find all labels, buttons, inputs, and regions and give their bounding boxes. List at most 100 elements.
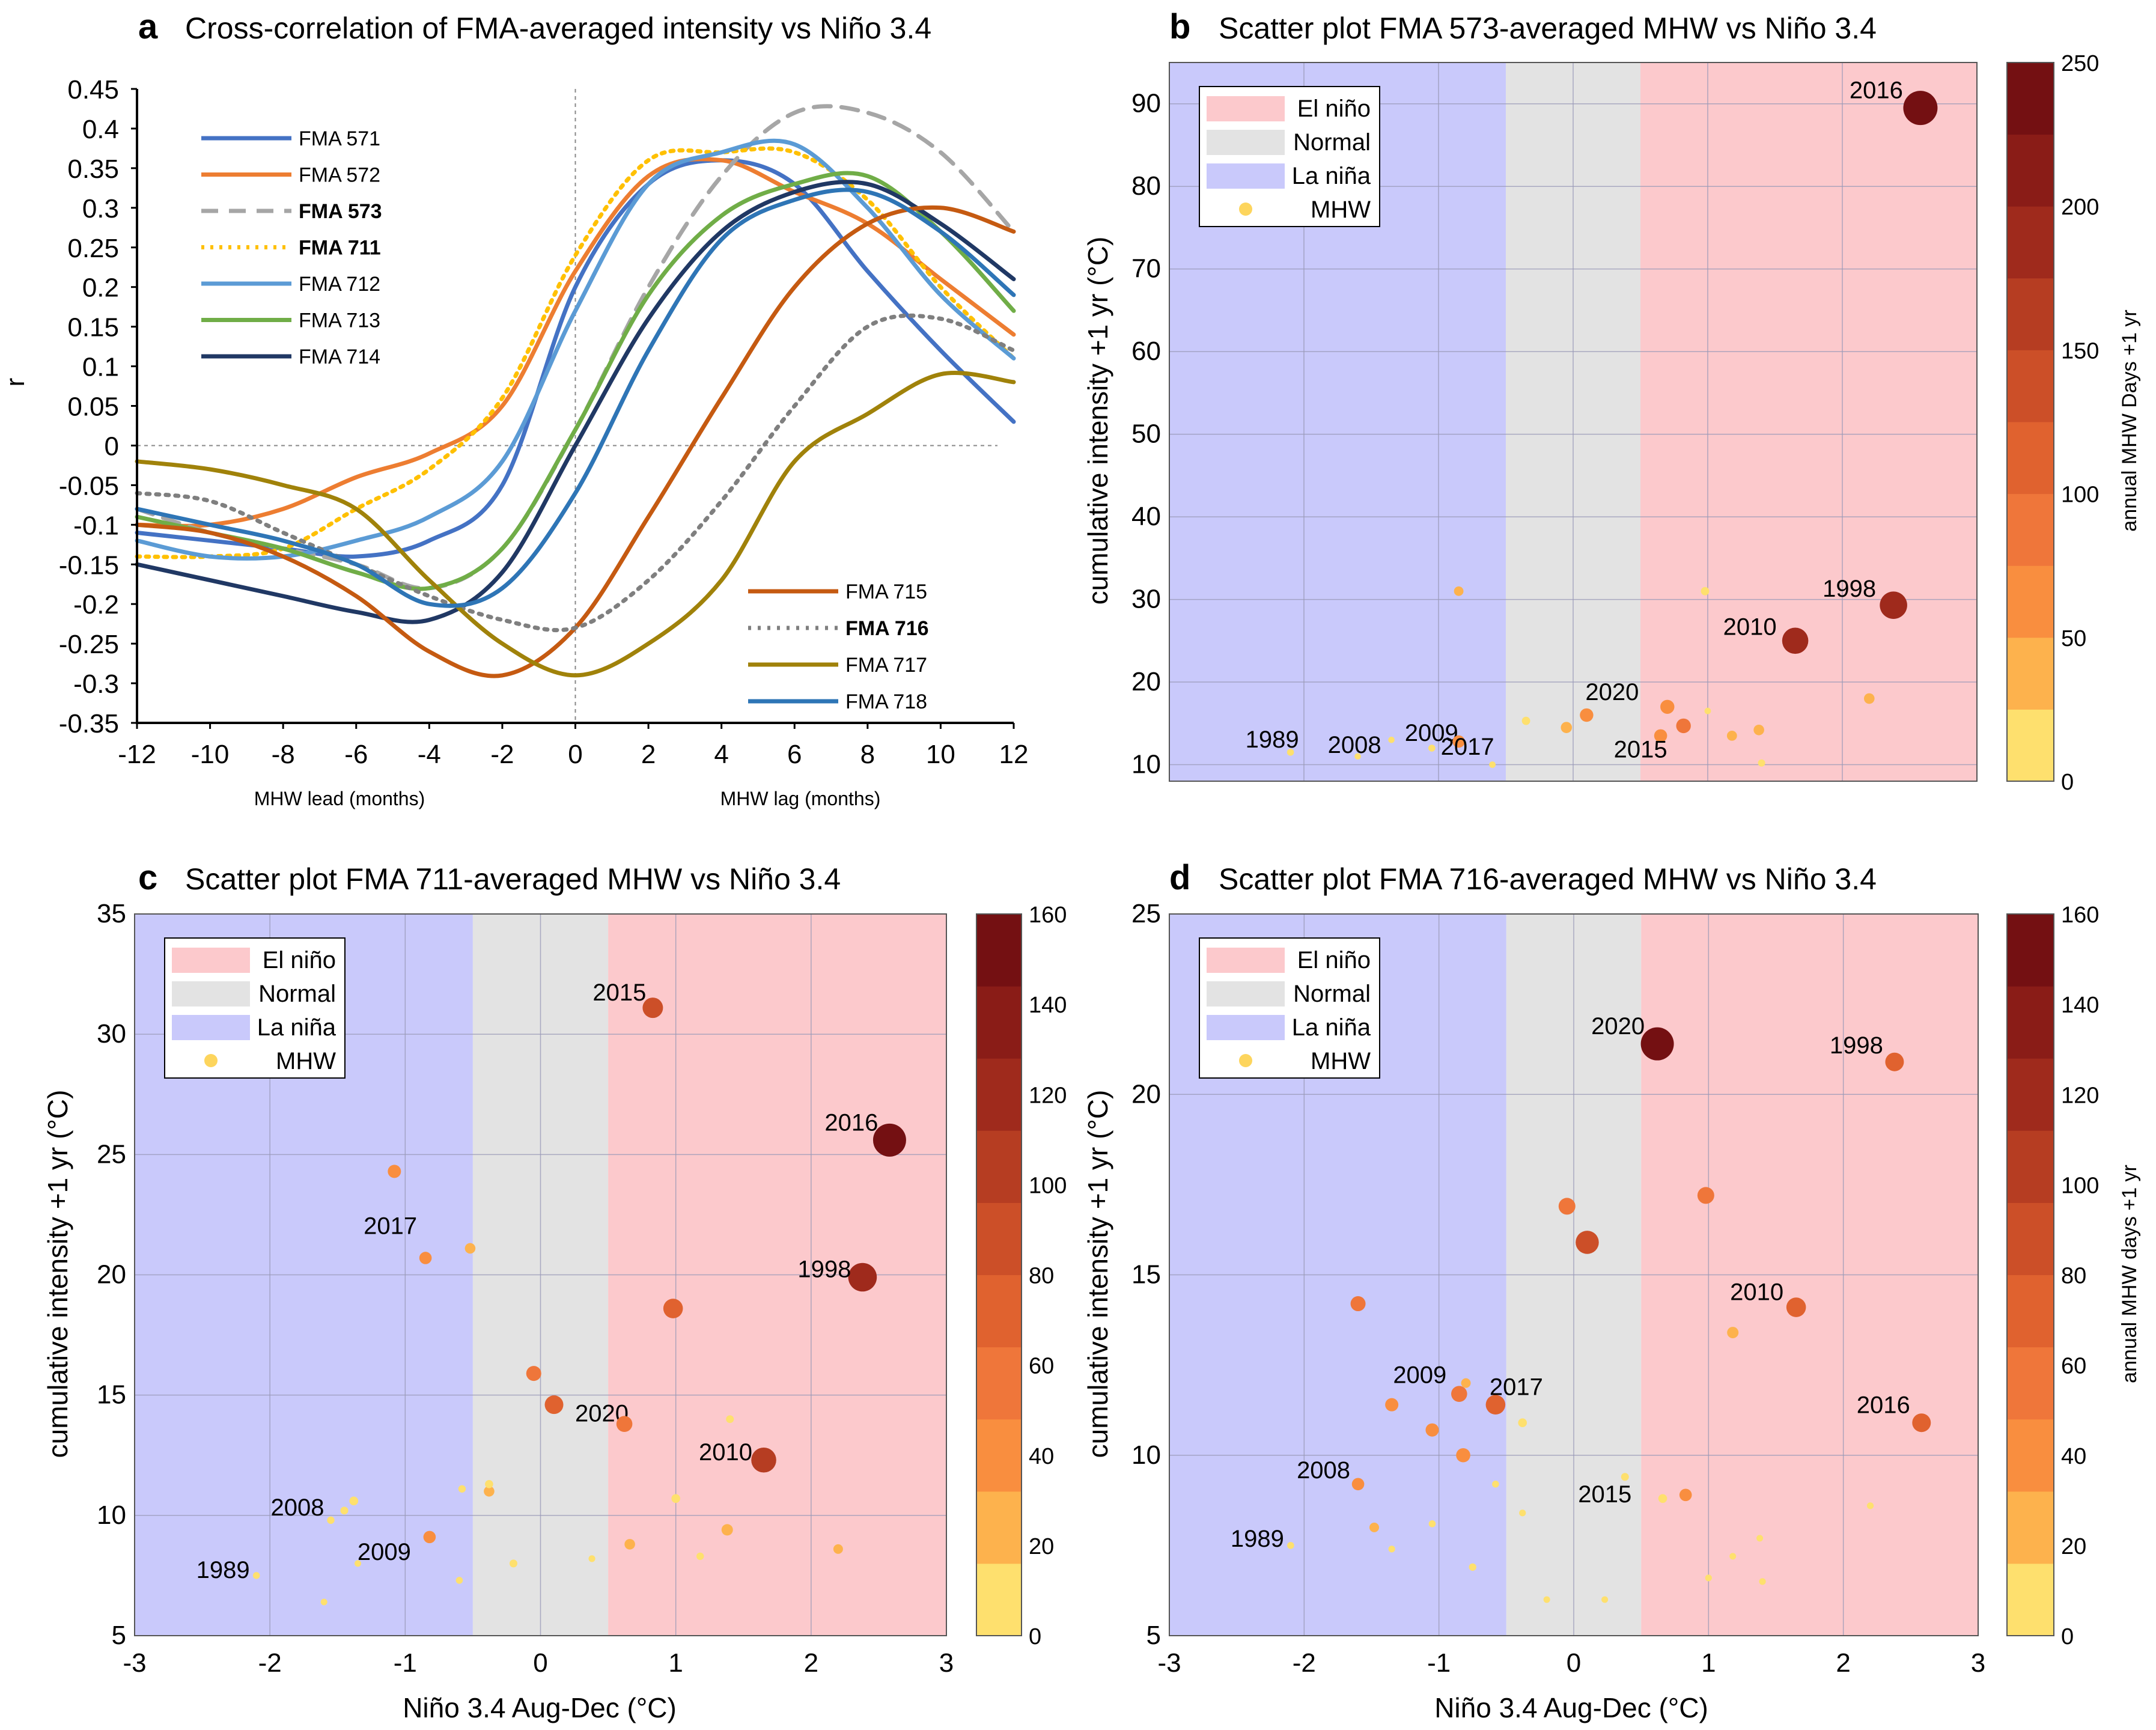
data-point [721, 1524, 733, 1536]
panel-d-xlabel: Niño 3.4 Aug-Dec (°C) [1434, 1692, 1708, 1723]
panel-a-ylabel: r [1, 378, 30, 387]
legend-label-fma-714: FMA 714 [299, 346, 380, 368]
data-point [1660, 699, 1675, 714]
panel-a-letter: a [138, 7, 158, 46]
y-tick-label: -0.2 [73, 590, 119, 620]
y-tick-label: 10 [1131, 750, 1161, 779]
point-label-2015: 2015 [1614, 736, 1667, 763]
panel-c-title: Scatter plot FMA 711-averaged MHW vs Niñ… [185, 862, 841, 896]
data-point [423, 1531, 436, 1544]
y-tick-label: 0.3 [82, 194, 119, 224]
x-tick-label: -2 [490, 740, 514, 769]
plot-frame [1169, 913, 1979, 1636]
legend-label-normal: Normal [1293, 981, 1371, 1007]
data-point [848, 1262, 877, 1292]
colorbar-tick-label: 40 [1029, 1444, 1054, 1469]
y-tick-label: 0.35 [67, 154, 119, 184]
x-tick-label: -2 [258, 1648, 282, 1678]
data-point [1461, 1378, 1471, 1388]
legend-label-fma-717: FMA 717 [845, 654, 927, 677]
data-point [1880, 591, 1907, 619]
y-tick-label: -0.25 [59, 630, 119, 659]
colorbar-segment [2007, 350, 2054, 422]
y-tick-label: 30 [1131, 585, 1161, 614]
legend-label-fma-718: FMA 718 [845, 690, 927, 713]
colorbar-tick-label: 200 [2061, 195, 2099, 220]
x-tick-label: 0 [1567, 1648, 1581, 1678]
colorbar-tick-label: 160 [1029, 903, 1067, 928]
point-label-2010: 2010 [699, 1439, 752, 1466]
x-tick-label: 3 [939, 1648, 954, 1678]
colorbar-tick-label: 20 [2061, 1534, 2086, 1559]
panel-d-scatter-716: d Scatter plot FMA 716-averaged MHW vs N… [1082, 858, 2141, 1723]
point-label-1998: 1998 [797, 1256, 851, 1283]
data-point [1912, 1413, 1931, 1433]
data-point [1786, 1297, 1806, 1317]
data-point [642, 997, 663, 1019]
panel-a-plot-area: 0.45 0.4 0.35 0.3 0.25 0.2 0.15 0.1 0.05 0 -0.05 -0… [59, 75, 1029, 769]
data-point [355, 1560, 362, 1567]
y-tick-label: 0.4 [82, 115, 119, 144]
x-tick-label: -2 [1293, 1648, 1316, 1678]
x-tick-label: 2 [804, 1648, 818, 1678]
data-point [872, 1123, 906, 1157]
data-point [1469, 1563, 1476, 1571]
y-tick-label: 0.2 [82, 273, 119, 303]
data-point [1452, 735, 1465, 748]
legend-swatch-normal [172, 981, 250, 1007]
y-tick-label: 15 [1131, 1260, 1161, 1290]
panel-c-plot-area: 1989200820172009202020152010199820163530… [97, 899, 1067, 1678]
legend-swatch-la-niña [172, 1015, 250, 1040]
y-tick-label: 0.25 [67, 234, 119, 263]
panel-b-plot-area: 1989 2008 20092017202020152010199820169080… [1131, 51, 2099, 795]
colorbar-tick-label: 120 [1029, 1083, 1067, 1108]
data-point [1369, 1522, 1379, 1532]
colorbar-segment [976, 1419, 1022, 1492]
data-point [1492, 1480, 1499, 1488]
panel-b-title: Scatter plot FMA 573-averaged MHW vs Niñ… [1219, 11, 1877, 45]
data-point [1485, 1395, 1506, 1415]
x-tick-label: 1 [1701, 1648, 1716, 1678]
point-label-2020: 2020 [1591, 1013, 1645, 1040]
data-point [458, 1485, 466, 1493]
data-point [388, 1165, 401, 1178]
legend-label-fma-712: FMA 712 [299, 273, 380, 296]
legend-swatch-mhw [1239, 1054, 1252, 1067]
data-point [1521, 716, 1530, 725]
point-label-1989: 1989 [1246, 726, 1299, 753]
data-point [671, 1494, 680, 1503]
colorbar-segment [2007, 134, 2054, 207]
x-tick-label: -10 [191, 740, 230, 769]
y-tick-label: 40 [1131, 502, 1161, 531]
data-point [1727, 1327, 1739, 1339]
y-tick-label: 15 [97, 1380, 126, 1410]
data-point [616, 1416, 633, 1433]
legend-label-la-niña: La niña [1292, 1014, 1371, 1041]
data-point [1704, 707, 1711, 714]
el-nino-region [1640, 62, 1977, 781]
y-tick-label: 90 [1131, 89, 1161, 118]
panel-b-letter: b [1169, 7, 1190, 46]
data-point [419, 1252, 432, 1264]
point-label-2017: 2017 [1441, 734, 1494, 760]
y-tick-label: 5 [112, 1621, 126, 1650]
y-tick-label: 0.05 [67, 392, 119, 422]
data-point [455, 1577, 463, 1584]
colorbar-segment [2007, 1130, 2054, 1203]
data-point [1385, 1398, 1399, 1412]
panel-a-xlabel-lag: MHW lag (months) [720, 788, 881, 809]
colorbar-segment [976, 1202, 1022, 1275]
colorbar-tick-label: 120 [2061, 1083, 2099, 1108]
data-point [1518, 1418, 1527, 1428]
data-point [751, 1447, 776, 1473]
data-point [1697, 1187, 1714, 1204]
point-label-2008: 2008 [270, 1494, 324, 1521]
legend-label-el-niño: El niño [263, 947, 336, 973]
point-label-2008: 2008 [1297, 1457, 1350, 1484]
colorbar-segment [2007, 1419, 2054, 1492]
colorbar-segment [976, 1347, 1022, 1420]
series-line-fma-714 [135, 180, 1016, 624]
data-point [1658, 1494, 1667, 1503]
